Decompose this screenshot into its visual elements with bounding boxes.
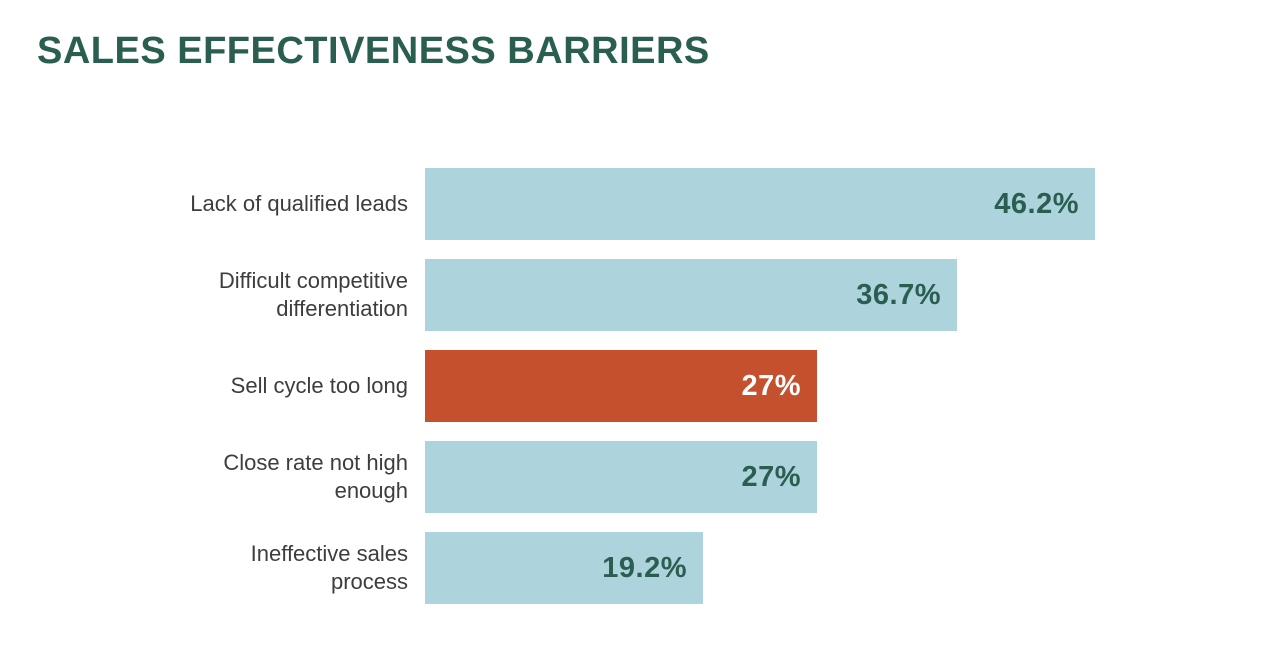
category-label: Lack of qualified leads xyxy=(190,191,408,216)
bar-row: Sell cycle too long 27% xyxy=(0,350,1280,422)
bar-value: 27% xyxy=(741,460,801,493)
bar-row: Ineffective sales process 19.2% xyxy=(0,532,1280,604)
category-label: Ineffective sales process xyxy=(250,541,408,594)
bar-row: Difficult competitive differentiation 36… xyxy=(0,259,1280,331)
bar-chart: Lack of qualified leads 46.2% Difficult … xyxy=(0,168,1280,623)
bar: 19.2% xyxy=(425,532,703,604)
bar: 27% xyxy=(425,350,817,422)
bar: 46.2% xyxy=(425,168,1095,240)
bar-value: 19.2% xyxy=(602,551,687,584)
chart-title: SALES EFFECTIVENESS BARRIERS xyxy=(37,30,710,72)
bar: 36.7% xyxy=(425,259,957,331)
bar-row: Close rate not high enough 27% xyxy=(0,441,1280,513)
category-label: Difficult competitive differentiation xyxy=(218,268,408,321)
category-label: Sell cycle too long xyxy=(230,373,408,398)
category-label: Close rate not high enough xyxy=(223,450,408,503)
bar-value: 36.7% xyxy=(856,278,941,311)
bar-value: 46.2% xyxy=(994,187,1079,220)
bar-value: 27% xyxy=(741,369,801,402)
bar: 27% xyxy=(425,441,817,513)
bar-row: Lack of qualified leads 46.2% xyxy=(0,168,1280,240)
